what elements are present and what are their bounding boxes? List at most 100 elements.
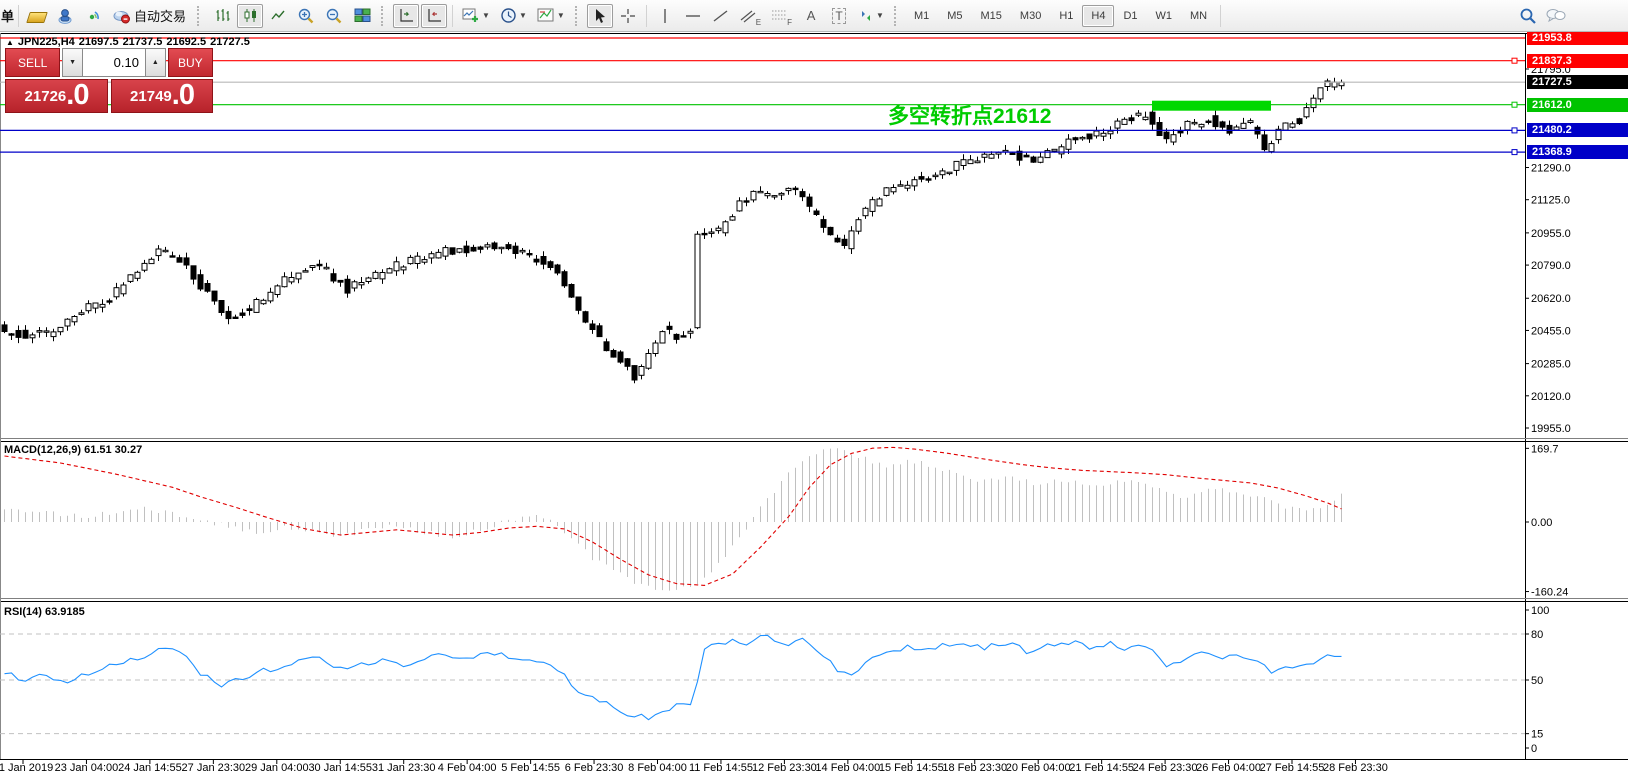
macd-signal [4,446,1342,586]
sell-price[interactable]: 21726.0 [5,79,108,113]
tab-timeframe-H1[interactable]: H1 [1059,9,1074,22]
ohlc-bars-icon [216,9,230,21]
auto-scroll-button[interactable] [421,3,448,28]
trendline-tool[interactable] [708,4,734,28]
pivot-annotation[interactable]: 多空转折点21612 [888,105,1052,128]
periods-button[interactable]: ▼ [496,4,531,28]
search-button[interactable] [1515,4,1541,28]
candlestick-chart-button[interactable] [237,3,264,28]
sell-button[interactable]: SELL [5,48,61,77]
fibonacci-tool[interactable]: F [767,4,796,28]
chevron-down-icon: ▼ [482,11,490,20]
svg-text:20285.0: 20285.0 [1531,359,1571,371]
tab-timeframe-M30[interactable]: M30 [1019,9,1042,22]
autotrading-button[interactable]: 自动交易 [108,4,191,28]
label-tool[interactable]: T [826,4,852,28]
volume-increase-button[interactable]: ▲ [144,48,166,77]
bar-chart-button[interactable] [209,4,235,28]
tab-timeframe-M1[interactable]: M1 [913,9,930,22]
svg-text:0.00: 0.00 [1531,517,1552,529]
rsi-label: RSI(14) 63.9185 [4,606,85,618]
expand-triangle-icon[interactable]: ▲ [6,38,14,47]
channel-letter: E [755,17,762,27]
volume-decrease-button[interactable]: ▼ [62,48,83,77]
signal-icon[interactable] [80,4,106,28]
macd-values: 61.51 30.27 [84,444,143,456]
cursor-button[interactable] [586,3,613,28]
tab-timeframe-MN[interactable]: MN [1190,9,1208,22]
line-chart-button[interactable] [265,4,291,28]
autotrading-label: 自动交易 [134,9,187,24]
gold-bar-icon [26,12,48,23]
svg-text:19955.0: 19955.0 [1531,423,1571,435]
line-handle [1511,101,1518,108]
svg-text:26 Feb 04:00: 26 Feb 04:00 [1196,762,1261,774]
svg-text:20790.0: 20790.0 [1531,260,1571,272]
tab-timeframe-H4[interactable]: H4 [1082,4,1115,27]
svg-text:20955.0: 20955.0 [1531,228,1571,240]
svg-text:20620.0: 20620.0 [1531,293,1571,305]
chart-shift-button[interactable] [393,3,420,28]
vertical-line-tool[interactable] [652,4,678,28]
candlestick-icon [244,9,256,22]
svg-text:21 Feb 14:55: 21 Feb 14:55 [1069,762,1134,774]
tile-windows-button[interactable] [349,4,375,28]
rsi-value: 63.9185 [44,606,85,618]
user-account-icon[interactable] [52,4,78,28]
tile-windows-icon [354,8,371,22]
buy-price-int: 21749 [130,88,172,105]
templates-button[interactable]: ▼ [533,4,569,28]
svg-text:-160.24: -160.24 [1531,587,1568,599]
cursor-arrow-icon [596,8,606,23]
zoom-in-button[interactable] [293,4,319,28]
svg-text:20 Feb 04:00: 20 Feb 04:00 [1006,762,1071,774]
svg-text:11 Feb 14:55: 11 Feb 14:55 [689,762,753,774]
volume-input[interactable] [82,48,145,77]
svg-text:23 Jan 04:00: 23 Jan 04:00 [55,762,119,774]
rsi-level-lines [0,633,1525,735]
tab-timeframe-D1[interactable]: D1 [1123,9,1138,22]
label-tool-letter: T [832,7,846,24]
buy-price[interactable]: 21749.0 [111,79,213,113]
sell-price-int: 21726 [24,88,67,105]
candlestick-series [1,77,1345,384]
search-icon [1520,8,1536,24]
indicators-button[interactable]: ▼ [458,4,494,28]
separator [1220,4,1222,27]
zoom-out-button[interactable] [321,4,347,28]
separator [645,4,647,27]
auto-scroll-icon [427,9,441,22]
arrows-tool[interactable]: ▼ [854,4,888,28]
svg-text:30 Jan 14:55: 30 Jan 14:55 [308,762,372,774]
trendline-icon [713,9,728,22]
chat-button[interactable] [1543,4,1569,28]
svg-text:20120.0: 20120.0 [1531,391,1571,403]
buy-button[interactable]: BUY [167,48,214,77]
level-lines[interactable] [0,37,1525,156]
macd-signal-line [4,446,1342,586]
fibonacci-letter: F [787,17,793,27]
channel-tool[interactable]: E [736,4,765,28]
tab-timeframe-M5[interactable]: M5 [947,9,963,22]
crosshair-button[interactable] [615,4,641,28]
svg-text:50: 50 [1531,675,1543,687]
svg-text:169.7: 169.7 [1531,443,1559,455]
price-axis: 21795.0 21290.0 21125.0 20955.0 20790.0 20620… [1525,64,1571,755]
text-tool[interactable]: A [798,4,824,28]
new-order-button-partial[interactable]: 单 [1,9,15,24]
radio-waves-icon [89,10,99,19]
gold-deposit-icon[interactable] [24,4,50,28]
buy-price-dec: .0 [171,79,195,111]
svg-text:28 Feb 23:30: 28 Feb 23:30 [1323,762,1388,774]
toolbar-grip [381,5,387,26]
horizontal-line-tool[interactable] [680,4,706,28]
rsi-line [4,634,1342,721]
tab-timeframe-M15[interactable]: M15 [980,9,1002,22]
zoom-out-icon [326,8,342,23]
low-value: 21692.5 [166,36,207,48]
svg-text:100: 100 [1531,605,1549,617]
tab-timeframe-W1[interactable]: W1 [1155,9,1173,22]
